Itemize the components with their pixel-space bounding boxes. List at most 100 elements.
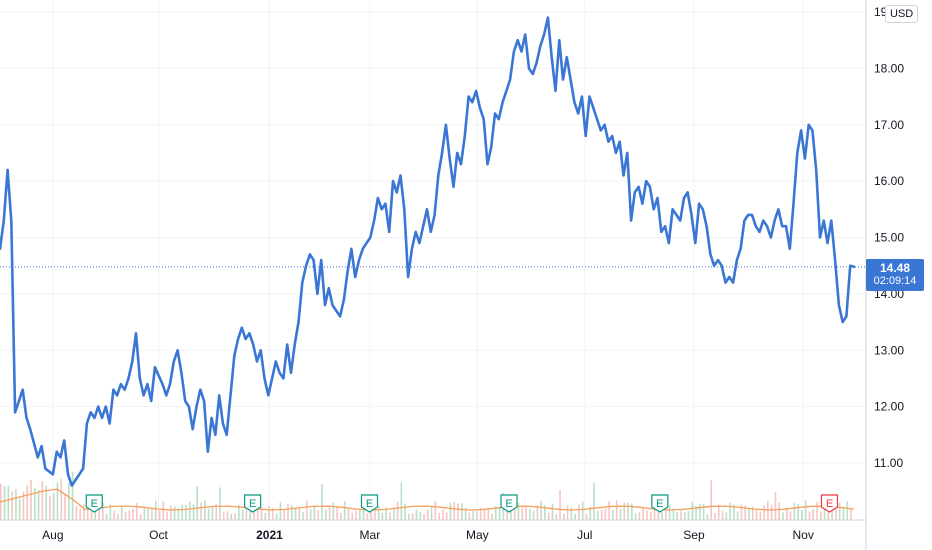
volume-bar	[245, 508, 248, 520]
volume-bar	[819, 511, 822, 520]
y-tick-label: 13.00	[874, 343, 904, 357]
volume-bar	[653, 507, 656, 520]
volume-bar	[495, 506, 497, 520]
y-tick-label: 12.00	[874, 400, 904, 414]
volume-bar	[241, 509, 244, 520]
volume-bar	[71, 471, 74, 520]
volume-bar	[649, 511, 652, 520]
volume-bar	[823, 505, 826, 520]
volume-bar	[808, 511, 811, 520]
volume-bar	[340, 512, 342, 520]
volume-bar	[351, 512, 354, 520]
x-tick-label: May	[466, 528, 489, 542]
volume-bar	[79, 508, 81, 520]
earnings-marker[interactable]: E	[244, 494, 262, 513]
volume-bar	[64, 493, 66, 520]
volume-bar	[200, 502, 202, 520]
volume-bar	[120, 506, 123, 520]
volume-bar	[714, 513, 716, 520]
volume-bar	[358, 509, 361, 520]
volume-bar	[275, 513, 278, 520]
volume-bar	[555, 513, 558, 520]
volume-bar	[581, 501, 584, 520]
volume-bar	[838, 502, 841, 520]
volume-bar	[551, 503, 554, 520]
volume-bar	[37, 490, 40, 520]
volume-bar	[230, 513, 233, 520]
volume-bar	[763, 505, 765, 520]
volume-bar	[563, 513, 565, 520]
volume-bar	[170, 505, 172, 520]
volume-bar	[279, 502, 282, 520]
volume-bar	[755, 509, 758, 520]
x-tick-label: Mar	[360, 528, 381, 542]
volume-bar	[706, 513, 709, 520]
volume-bar	[699, 503, 701, 520]
volume-bar	[438, 512, 440, 520]
volume-bar	[336, 506, 338, 520]
volume-bar	[317, 510, 320, 520]
volume-bar	[544, 505, 546, 520]
grid	[0, 0, 866, 520]
volume-bar	[347, 507, 350, 520]
volume-bar	[442, 509, 444, 520]
volume-bar	[657, 504, 660, 520]
volume-bar	[188, 501, 191, 520]
volume-bar	[445, 512, 448, 520]
volume-bar	[717, 504, 720, 520]
earnings-marker[interactable]: E	[820, 494, 839, 513]
volume-bar	[623, 502, 626, 520]
price-series	[0, 16, 866, 487]
volume-bar	[517, 502, 520, 520]
earnings-marker-shape	[244, 494, 262, 513]
volume-bar	[691, 501, 694, 520]
volume-bar	[729, 502, 731, 520]
volume-bar	[559, 489, 561, 520]
volume-bar	[472, 510, 474, 520]
volume-bar	[132, 509, 134, 520]
volume-bar	[612, 509, 614, 520]
earnings-marker[interactable]: E	[651, 494, 669, 513]
volume-bar	[585, 513, 588, 520]
volume-bar	[3, 485, 6, 520]
volume-bar	[434, 500, 437, 520]
volume-bar	[453, 501, 456, 520]
earnings-marker[interactable]: E	[85, 494, 103, 513]
volume-bar	[136, 502, 138, 520]
volume-bar	[589, 506, 592, 520]
volume-bar	[532, 510, 535, 520]
volume-bar	[759, 511, 762, 520]
volume-bar	[34, 487, 36, 520]
volume-bar	[109, 504, 112, 520]
volume-bar	[797, 504, 799, 520]
volume-bar	[634, 513, 637, 520]
y-tick-label: 16.00	[874, 174, 904, 188]
volume-bar	[260, 506, 263, 520]
volume-bar	[355, 510, 357, 520]
volume-bar	[427, 509, 429, 520]
earnings-marker[interactable]: E	[360, 494, 379, 513]
volume-bar	[642, 508, 644, 520]
x-tick-label: Sep	[683, 528, 705, 542]
volume-bar	[56, 482, 59, 520]
volume-bar	[234, 513, 236, 520]
x-tick-label: Jul	[577, 528, 592, 542]
volume-bar	[785, 507, 788, 520]
volume-bar	[343, 501, 346, 520]
volume-bar	[740, 504, 743, 520]
volume-bar	[113, 510, 115, 520]
volume-bar	[411, 513, 414, 520]
volume-bar	[801, 510, 803, 520]
currency-label[interactable]: USD	[885, 5, 919, 23]
volume-bar	[778, 502, 781, 520]
volume-bar	[687, 511, 690, 520]
volume-bar	[219, 487, 221, 520]
volume-bar	[298, 508, 301, 520]
earnings-marker[interactable]: E	[500, 494, 518, 513]
volume-bar	[158, 510, 161, 520]
volume-bar	[449, 502, 452, 520]
volume-bar	[619, 509, 622, 520]
